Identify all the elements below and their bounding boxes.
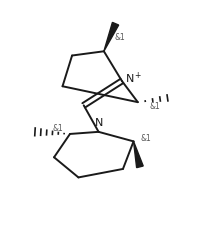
- Text: &1: &1: [114, 33, 125, 42]
- Text: &1: &1: [141, 134, 152, 143]
- Polygon shape: [104, 22, 119, 51]
- Polygon shape: [134, 141, 143, 168]
- Text: N: N: [94, 118, 103, 128]
- Text: &1: &1: [53, 124, 64, 133]
- Text: N$^+$: N$^+$: [125, 71, 142, 87]
- Text: &1: &1: [149, 102, 160, 111]
